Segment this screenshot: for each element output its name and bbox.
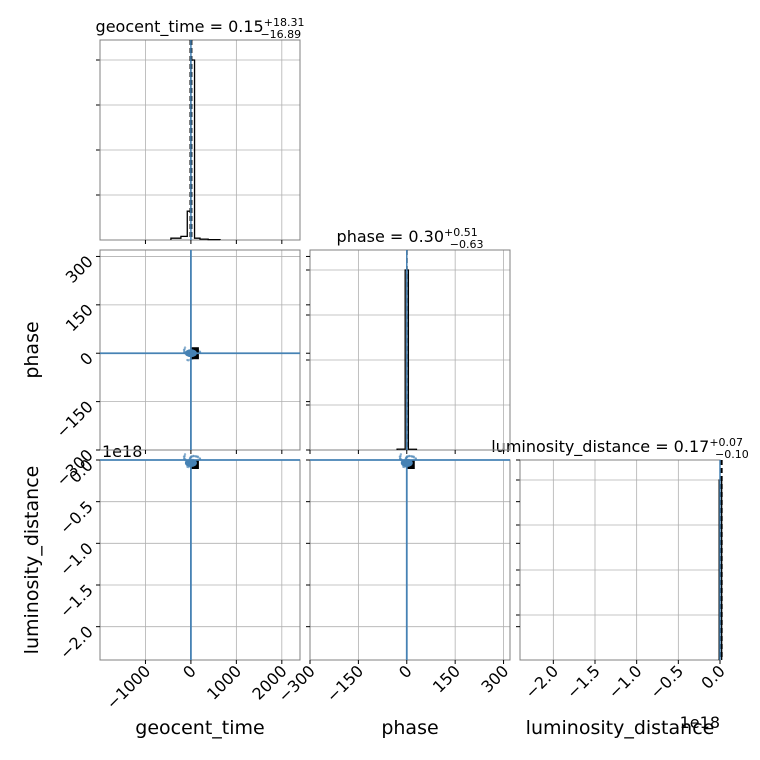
y-tick-label: −2.0 bbox=[56, 622, 97, 663]
sample-point bbox=[186, 358, 189, 362]
x-tick-label: 0 bbox=[395, 661, 416, 682]
histogram-geocent_time bbox=[170, 59, 221, 241]
x-tick-label: −1000 bbox=[103, 661, 155, 713]
x-axis-label-phase: phase bbox=[381, 717, 438, 739]
x-axis-label-geocent-time: geocent_time bbox=[135, 717, 264, 739]
panel-luminosity_distance-vs-phase: −300 −150 0 150 300 bbox=[274, 453, 512, 706]
sample-point bbox=[189, 456, 193, 459]
x-tick-label: 150 bbox=[429, 661, 464, 696]
sample-point bbox=[399, 454, 402, 458]
x-tick-label: −2.0 bbox=[521, 661, 562, 702]
y-tick-label: 0 bbox=[76, 349, 97, 370]
x-tick-label: 0.0 bbox=[697, 661, 728, 692]
x-axis-label-luminosity-distance: luminosity_distance bbox=[526, 717, 715, 739]
y-scale-label-luminosity-distance: 1e18 bbox=[102, 442, 142, 461]
sample-point bbox=[183, 454, 186, 458]
y-tick-label: −1.0 bbox=[56, 539, 97, 580]
axes-frame bbox=[99, 459, 301, 661]
y-axis-label-luminosity-distance: luminosity_distance bbox=[21, 466, 43, 655]
x-tick-label: 0 bbox=[179, 661, 200, 682]
y-tick-label: −0.5 bbox=[56, 497, 97, 538]
y-tick-label: 150 bbox=[62, 300, 97, 335]
axes-frame bbox=[99, 39, 301, 241]
panel-phase-vs-phase bbox=[306, 249, 511, 454]
panel-luminosity_distance-vs-luminosity_distance: −2.0 −1.5 −1.0 −0.5 0.0 bbox=[516, 459, 729, 702]
axes-frame bbox=[99, 249, 301, 451]
panel-geocent_time-vs-geocent_time bbox=[96, 39, 301, 244]
sample-point bbox=[192, 455, 196, 458]
x-tick-label: −150 bbox=[323, 661, 368, 706]
sample-point bbox=[408, 455, 412, 458]
x-tick-label: −1.0 bbox=[605, 661, 646, 702]
y-tick-label: −150 bbox=[52, 397, 97, 442]
title-phase: phase = 0.30+0.51 −0.63 bbox=[337, 226, 484, 251]
title-luminosity-distance: luminosity_distance = 0.17+0.07 −0.10 bbox=[491, 436, 749, 461]
sample-point bbox=[410, 455, 414, 458]
axes-frame bbox=[309, 459, 511, 661]
axes-frame bbox=[519, 459, 721, 661]
y-axis-label-phase: phase bbox=[21, 321, 43, 378]
x-tick-label: 300 bbox=[477, 661, 512, 696]
y-tick-label: −1.5 bbox=[56, 580, 97, 621]
sample-point bbox=[196, 456, 200, 459]
sample-point bbox=[183, 348, 186, 351]
y-tick-label: 300 bbox=[62, 252, 97, 287]
sample-point bbox=[195, 455, 198, 458]
x-scale-label-luminosity-distance: 1e18 bbox=[680, 713, 720, 732]
x-tick-label: 1000 bbox=[203, 661, 245, 703]
title-geocent-time: geocent_time = 0.15+18.31 −16.89 bbox=[96, 16, 305, 41]
sample-point bbox=[405, 456, 408, 459]
sample-point bbox=[412, 456, 416, 459]
axes-frame bbox=[309, 249, 511, 451]
x-tick-label: −0.5 bbox=[646, 661, 687, 702]
x-tick-label: −1.5 bbox=[563, 661, 604, 702]
